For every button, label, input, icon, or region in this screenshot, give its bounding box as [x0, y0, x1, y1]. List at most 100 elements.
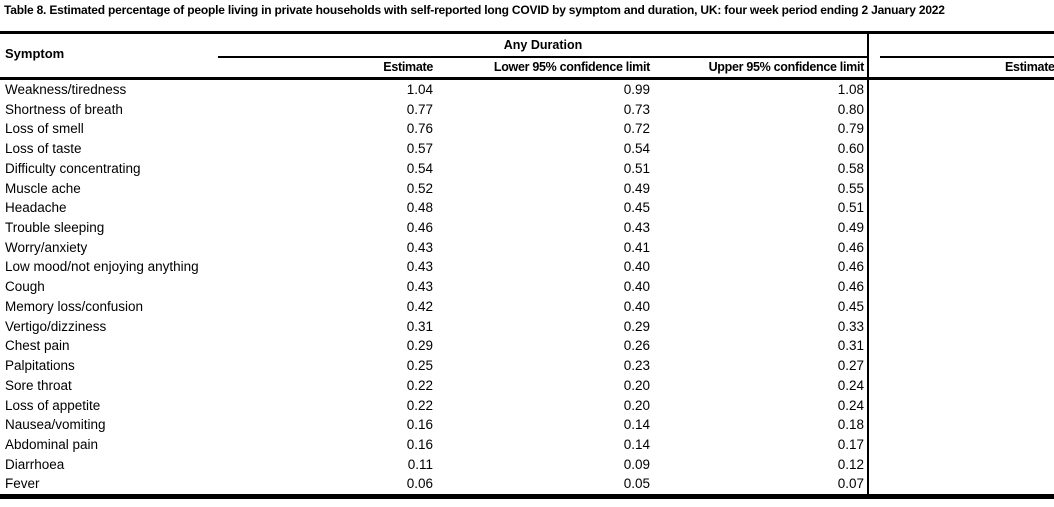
table-row: Fever 0.06 0.05 0.07	[0, 474, 1054, 494]
symptom-cell: Vertigo/dizziness	[5, 318, 107, 334]
estimate-cell: 0.54	[406, 160, 433, 176]
upper-ci-cell: 0.45	[837, 298, 864, 314]
table-row: Abdominal pain 0.16 0.14 0.17	[0, 435, 1054, 455]
lower-ci-cell: 0.09	[623, 456, 650, 472]
upper-ci-cell: 0.24	[837, 377, 864, 393]
lower-ci-cell: 0.41	[623, 239, 650, 255]
top-rule	[0, 31, 1054, 34]
estimate-cell: 0.77	[406, 101, 433, 117]
lower-ci-cell: 0.05	[623, 476, 650, 492]
estimate-cell: 0.52	[406, 180, 433, 196]
upper-ci-cell: 0.17	[837, 436, 864, 452]
symptom-cell: Shortness of breath	[5, 101, 123, 117]
lower-ci-cell: 0.54	[623, 141, 650, 157]
lower-ci-cell: 0.14	[623, 436, 650, 452]
symptom-cell: Palpitations	[5, 358, 75, 374]
table-row: Low mood/not enjoying anything 0.43 0.40…	[0, 257, 1054, 277]
table-row: Memory loss/confusion 0.42 0.40 0.45	[0, 297, 1054, 317]
table-title: Table 8. Estimated percentage of people …	[4, 3, 945, 17]
estimate-cell: 0.42	[406, 298, 433, 314]
table-row: Vertigo/dizziness 0.31 0.29 0.33	[0, 317, 1054, 337]
symptom-cell: Worry/anxiety	[5, 239, 88, 255]
estimate-cell: 0.29	[406, 338, 433, 354]
symptom-cell: Loss of appetite	[5, 397, 101, 413]
table-body: Weakness/tiredness 1.04 0.99 1.08 Shortn…	[0, 80, 1054, 494]
table-row: Sore throat 0.22 0.20 0.24	[0, 376, 1054, 396]
upper-ci-cell: 0.12	[837, 456, 864, 472]
table-row: Loss of taste 0.57 0.54 0.60	[0, 139, 1054, 159]
symptom-cell: Sore throat	[5, 377, 72, 393]
symptom-cell: Cough	[5, 279, 45, 295]
table-row: Shortness of breath 0.77 0.73 0.80	[0, 100, 1054, 120]
upper-ci-cell: 0.49	[837, 220, 864, 236]
table-row: Loss of smell 0.76 0.72 0.79	[0, 119, 1054, 139]
table-row: Worry/anxiety 0.43 0.41 0.46	[0, 238, 1054, 258]
estimate-cell: 0.43	[406, 279, 433, 295]
symptom-cell: Loss of smell	[5, 121, 84, 137]
estimate-cell: 0.43	[406, 239, 433, 255]
estimate-cell: 0.76	[406, 121, 433, 137]
upper-ci-cell: 0.27	[837, 358, 864, 374]
symptom-cell: Weakness/tiredness	[5, 82, 127, 97]
lower-ci-cell: 0.73	[623, 101, 650, 117]
column-header-estimate-truncated: Estimate	[1005, 60, 1054, 74]
symptom-cell: Low mood/not enjoying anything	[5, 259, 199, 275]
lower-ci-cell: 0.72	[623, 121, 650, 137]
column-header-lower-ci: Lower 95% confidence limit	[493, 60, 650, 74]
lower-ci-cell: 0.40	[623, 298, 650, 314]
lower-ci-cell: 0.26	[623, 338, 650, 354]
estimate-cell: 0.22	[406, 377, 433, 393]
upper-ci-cell: 0.46	[837, 279, 864, 295]
table-row: Headache 0.48 0.45 0.51	[0, 198, 1054, 218]
column-header-estimate: Estimate	[383, 60, 433, 74]
estimate-cell: 0.43	[406, 259, 433, 275]
symptom-cell: Fever	[5, 476, 40, 492]
table-row: Loss of appetite 0.22 0.20 0.24	[0, 396, 1054, 416]
bottom-rule	[0, 494, 1054, 499]
estimate-cell: 0.48	[406, 200, 433, 216]
lower-ci-cell: 0.40	[623, 279, 650, 295]
group-divider-rule	[867, 34, 869, 499]
group-header-any-duration: Any Duration	[503, 38, 583, 52]
symptom-cell: Chest pain	[5, 338, 70, 354]
upper-ci-cell: 0.51	[837, 200, 864, 216]
estimate-cell: 0.25	[406, 358, 433, 374]
symptom-cell: Muscle ache	[5, 180, 81, 196]
upper-ci-cell: 1.08	[837, 82, 864, 97]
column-header-upper-ci: Upper 95% confidence limit	[708, 60, 865, 74]
upper-ci-cell: 0.80	[837, 101, 864, 117]
estimate-cell: 0.22	[406, 397, 433, 413]
symptom-cell: Memory loss/confusion	[5, 298, 144, 314]
column-header-symptom: Symptom	[5, 46, 65, 61]
estimate-cell: 0.11	[407, 456, 433, 472]
lower-ci-cell: 0.29	[623, 318, 650, 334]
upper-ci-cell: 0.07	[837, 476, 864, 492]
lower-ci-cell: 0.45	[623, 200, 650, 216]
symptom-cell: Abdominal pain	[5, 436, 99, 452]
symptom-cell: Headache	[5, 200, 67, 216]
table-row: Diarrhoea 0.11 0.09 0.12	[0, 455, 1054, 475]
upper-ci-cell: 0.55	[837, 180, 864, 196]
upper-ci-cell: 0.33	[837, 318, 864, 334]
symptom-cell: Loss of taste	[5, 141, 82, 157]
estimate-cell: 0.31	[406, 318, 433, 334]
lower-ci-cell: 0.20	[623, 377, 650, 393]
upper-ci-cell: 0.79	[837, 121, 864, 137]
symptom-cell: Nausea/vomiting	[5, 417, 106, 433]
estimate-cell: 0.06	[406, 476, 433, 492]
upper-ci-cell: 0.24	[837, 397, 864, 413]
symptom-cell: Diarrhoea	[5, 456, 65, 472]
table-row: Chest pain 0.29 0.26 0.31	[0, 336, 1054, 356]
header-rule	[0, 77, 1054, 80]
table-row: Muscle ache 0.52 0.49 0.55	[0, 179, 1054, 199]
upper-ci-cell: 0.46	[837, 239, 864, 255]
lower-ci-cell: 0.99	[623, 82, 650, 97]
table-row: Difficulty concentrating 0.54 0.51 0.58	[0, 159, 1054, 179]
second-group-underline	[880, 56, 1054, 58]
estimate-cell: 0.16	[406, 417, 433, 433]
upper-ci-cell: 0.31	[837, 338, 864, 354]
table-row: Palpitations 0.25 0.23 0.27	[0, 356, 1054, 376]
symptom-cell: Trouble sleeping	[5, 220, 105, 236]
lower-ci-cell: 0.23	[623, 358, 650, 374]
